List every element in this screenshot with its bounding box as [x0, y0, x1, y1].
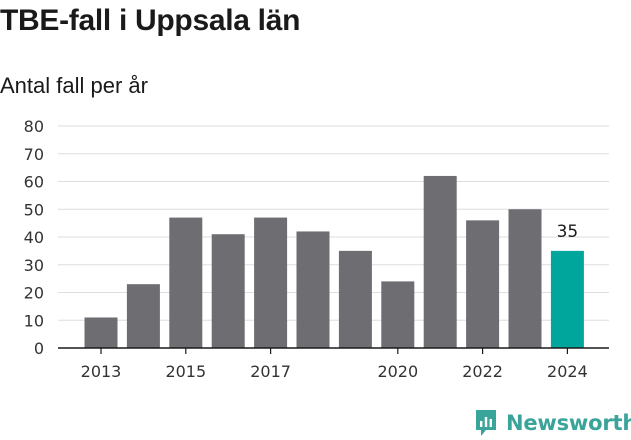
y-tick-label: 0: [34, 339, 44, 358]
bar-2015: [169, 217, 203, 348]
bars: [84, 175, 584, 348]
newsworthy-logo-icon: [476, 410, 496, 436]
y-tick-label: 80: [24, 117, 44, 136]
bar-2017: [254, 217, 288, 348]
x-axis-ticks: 2013 2015 2017 2020 2022 2024: [81, 348, 588, 381]
y-axis-ticks: 0 10 20 30 40 50 60 70 80: [24, 117, 44, 358]
newsworthy-logo: Newsworthy: [474, 406, 631, 440]
y-tick-label: 20: [24, 284, 44, 303]
chart-subtitle: Antal fall per år: [0, 73, 148, 98]
newsworthy-logo-text: Newsworthy: [506, 411, 631, 435]
x-tick-label: 2013: [81, 362, 122, 381]
y-tick-label: 30: [24, 256, 44, 275]
x-tick-label: 2022: [462, 362, 503, 381]
data-labels: 35: [557, 222, 579, 242]
data-label: 35: [557, 222, 579, 242]
bar-2022: [466, 220, 500, 348]
y-tick-label: 50: [24, 200, 44, 219]
bar-2014: [126, 284, 160, 348]
bar-2019: [338, 250, 372, 348]
bar-2020: [381, 281, 415, 348]
bar-2018: [296, 231, 330, 348]
y-tick-label: 10: [24, 311, 44, 330]
bar-2016: [211, 234, 245, 348]
x-tick-label: 2020: [377, 362, 418, 381]
chart-title: TBE-fall i Uppsala län: [0, 4, 301, 37]
x-tick-label: 2024: [547, 362, 588, 381]
y-tick-label: 40: [24, 228, 44, 247]
y-tick-label: 60: [24, 173, 44, 192]
bar-2013: [84, 317, 118, 348]
bar-2023: [508, 209, 542, 348]
bar-2024: [550, 250, 584, 348]
x-tick-label: 2017: [250, 362, 291, 381]
bar-2021: [423, 175, 457, 348]
y-tick-label: 70: [24, 145, 44, 164]
x-tick-label: 2015: [165, 362, 206, 381]
